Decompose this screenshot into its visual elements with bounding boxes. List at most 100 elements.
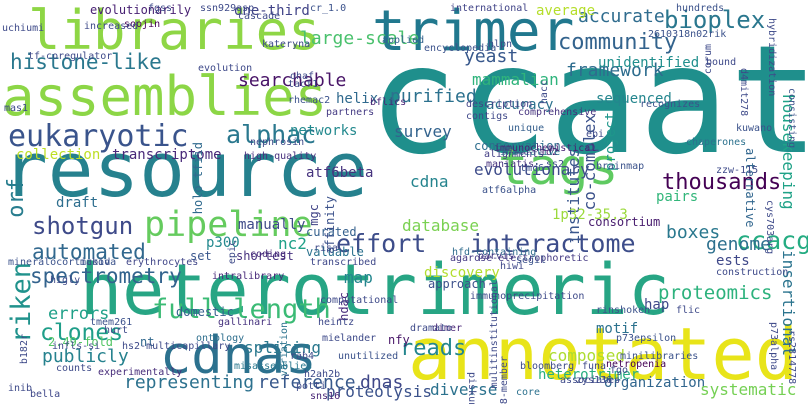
word: risa <box>314 243 339 254</box>
word: annotated <box>408 312 799 396</box>
word: manually <box>238 217 306 233</box>
word: nt <box>140 335 155 349</box>
word: dnas <box>360 372 404 393</box>
word: potti <box>296 381 327 392</box>
word: ontology <box>196 333 245 344</box>
word: discovery <box>424 265 500 281</box>
word: maniatis <box>486 159 535 170</box>
word: bioplex <box>664 6 766 34</box>
word: immunoprecipitation <box>470 291 585 302</box>
word: tacf1 <box>288 79 319 90</box>
word: eukaryotic <box>8 119 189 154</box>
word: database <box>402 216 480 235</box>
word: unutilized <box>338 351 399 362</box>
word: ssn929asp <box>200 3 255 14</box>
word: computational <box>320 295 399 306</box>
word: corum <box>703 44 714 75</box>
word: agarose-electrophoretic <box>450 253 589 264</box>
word: increased <box>84 21 139 32</box>
word: hundreds <box>676 3 725 14</box>
word: accurate <box>578 6 665 27</box>
word: hurt <box>104 325 129 336</box>
word: cr_1.0 <box>310 3 347 14</box>
word: kuwano <box>736 123 773 134</box>
word: organization <box>604 375 706 391</box>
word: atf6alpha <box>482 185 537 196</box>
word: high-quality <box>244 151 317 162</box>
word: approach <box>428 277 486 291</box>
word: conservation <box>474 139 561 153</box>
word: heterotrimeric <box>80 249 671 331</box>
word: automated <box>32 240 146 264</box>
word: dimer <box>432 323 463 334</box>
word: kateryna <box>262 39 311 50</box>
word: construction <box>716 267 789 278</box>
word: publicly <box>42 346 129 367</box>
word: zzw-115 <box>716 165 759 176</box>
word: comprehensive <box>518 107 597 118</box>
word: zys136 <box>576 375 613 386</box>
word: histone-like <box>10 50 162 74</box>
word: core <box>516 387 541 398</box>
word: unidentified <box>598 55 700 71</box>
word: gallinari <box>218 317 273 328</box>
word: counts <box>56 363 93 374</box>
word: set <box>190 249 212 263</box>
word: reference <box>258 372 356 393</box>
word: experimentally <box>98 367 183 378</box>
word: cys703arg <box>764 200 775 255</box>
word: b182r <box>19 334 30 365</box>
word: trimer <box>372 0 575 64</box>
word: tags <box>498 138 619 196</box>
word: mineralocorticoid <box>8 257 111 268</box>
word: coding <box>250 249 287 260</box>
word: tf-coregulator <box>28 51 113 62</box>
word: libraries <box>28 0 321 62</box>
word: genome <box>706 234 772 255</box>
word: mgc <box>307 204 321 226</box>
word: nc2 <box>278 234 307 253</box>
word: id2 <box>540 147 559 158</box>
word: searchable <box>238 70 347 91</box>
word: composed <box>548 346 626 365</box>
word: nfy <box>388 333 410 347</box>
word: ebi <box>586 129 605 140</box>
word: pipeline <box>144 205 313 245</box>
word: 28-member <box>499 356 510 404</box>
word: bflics <box>370 97 407 108</box>
word: yeast <box>464 46 519 67</box>
word: erythrocytes <box>126 257 199 268</box>
word: applied <box>382 35 425 46</box>
word: intralibrary <box>212 271 285 282</box>
word: d4mit278 <box>738 68 749 117</box>
word: evolutionarily <box>90 3 192 17</box>
word: hacc <box>539 80 550 105</box>
word: boxes <box>666 222 721 243</box>
word: bella <box>30 389 61 400</box>
word: representing <box>124 372 255 393</box>
word: mammalian <box>472 70 559 89</box>
word: cdnas <box>160 326 317 386</box>
word: pairs <box>656 189 699 205</box>
word: shotgun <box>32 212 134 240</box>
word: errors <box>48 304 110 324</box>
word: p73epsilon <box>616 333 677 344</box>
word: ccaat <box>368 14 808 188</box>
word: immunochemistical <box>494 143 597 154</box>
word: purified <box>390 86 477 107</box>
word: ss2 <box>546 159 565 170</box>
word: fgo <box>610 365 629 376</box>
word: inib <box>8 383 33 394</box>
word: map <box>344 268 373 287</box>
word: cascade <box>238 11 281 22</box>
word: domestic <box>176 305 234 319</box>
word: survey <box>394 122 452 141</box>
word: consisting <box>786 88 797 149</box>
word: initiative <box>500 147 561 158</box>
word: shortest <box>236 249 294 263</box>
word: consortium <box>588 215 661 229</box>
word: hybridization <box>766 18 777 97</box>
word: tmem261 <box>90 317 133 328</box>
word: p73alpha <box>768 322 779 371</box>
word: draft <box>56 195 99 211</box>
